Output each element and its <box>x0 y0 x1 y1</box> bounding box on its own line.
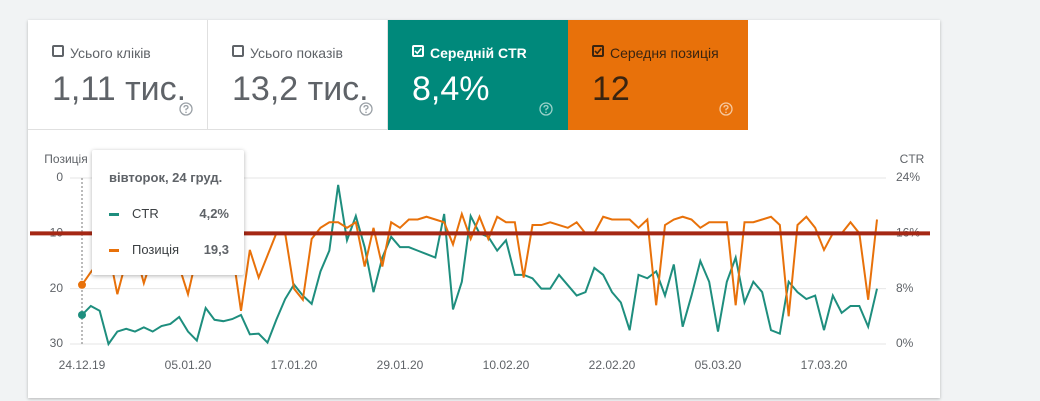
help-dot <box>725 111 727 114</box>
y-tick-label: 20 <box>50 281 64 295</box>
help-dot <box>545 111 547 114</box>
help <box>359 102 373 121</box>
metric-label: Середній CTR <box>430 45 527 61</box>
tooltip: вівторок, 24 груд. CTR 4,2% Позиція 19,3 <box>92 150 244 275</box>
hover-dot <box>78 280 86 289</box>
metric-value: 1,11 тис. <box>52 70 187 108</box>
check <box>414 48 422 55</box>
help-circle <box>539 102 553 116</box>
swatch <box>109 213 119 217</box>
metric-cards: Усього кліків 1,11 тис. Усього показів 13,2… <box>28 20 748 130</box>
y-axis-title: Позиція <box>44 152 87 166</box>
y-tick-label: 0 <box>56 170 63 184</box>
tooltip-row: CTR 4,2% <box>109 206 229 221</box>
help-icon <box>179 102 193 116</box>
help-icon <box>719 102 733 116</box>
tooltip-title: вівторок, 24 груд. <box>109 170 223 185</box>
x-tick-label: 17.03.20 <box>801 358 848 372</box>
x-tick-label: 24.12.19 <box>59 358 106 372</box>
help <box>719 102 733 121</box>
tooltip-value: 19,3 <box>203 242 229 257</box>
tooltip-row: Позиція 19,3 <box>109 242 229 257</box>
help-dot <box>365 111 367 114</box>
x-tick-label: 22.02.20 <box>589 358 636 372</box>
tooltip-name: CTR <box>132 206 159 221</box>
metric-card[interactable]: Усього кліків 1,11 тис. <box>28 20 208 130</box>
help-mark <box>183 104 189 111</box>
hover-dot <box>78 310 86 319</box>
x-tick-label: 10.02.20 <box>483 358 530 372</box>
help-mark <box>723 104 729 111</box>
tooltip-name: Позиція <box>132 242 180 257</box>
metric-card[interactable]: Усього показів 13,2 тис. <box>208 20 388 130</box>
tooltip-value: 4,2% <box>199 206 229 221</box>
metric-card[interactable]: Середня позиція 12 <box>568 20 748 130</box>
help-mark <box>543 104 549 111</box>
y2-axis-title: CTR <box>900 152 925 166</box>
checkbox <box>592 45 604 57</box>
help-icon <box>539 102 553 116</box>
check <box>594 48 602 55</box>
metric-value: 8,4% <box>412 70 490 108</box>
checkbox <box>412 45 424 57</box>
help-mark <box>363 104 369 111</box>
x-tick-label: 29.01.20 <box>377 358 424 372</box>
metric-card[interactable]: Середній CTR 8,4% <box>388 20 568 130</box>
metric-label: Середня позиція <box>610 45 719 61</box>
help <box>179 102 193 121</box>
y-tick-label: 30 <box>50 336 64 350</box>
help-icon <box>359 102 373 116</box>
y2-tick-label: 0% <box>896 336 914 350</box>
swatch <box>109 249 119 253</box>
help-circle <box>179 102 193 116</box>
metric-value: 13,2 тис. <box>232 70 369 108</box>
help-circle <box>359 102 373 116</box>
x-tick-label: 05.01.20 <box>165 358 212 372</box>
help-circle <box>719 102 733 116</box>
y2-tick-label: 24% <box>896 170 920 184</box>
checkbox <box>232 45 244 57</box>
help <box>539 102 553 121</box>
y2-tick-label: 8% <box>896 281 914 295</box>
metric-value: 12 <box>592 70 630 108</box>
x-tick-label: 05.03.20 <box>695 358 742 372</box>
metric-label: Усього кліків <box>70 45 151 61</box>
checkmark <box>594 48 602 55</box>
metric-label: Усього показів <box>250 45 343 61</box>
x-tick-label: 17.01.20 <box>271 358 318 372</box>
help-dot <box>185 111 187 114</box>
checkmark <box>414 48 422 55</box>
checkbox <box>52 45 64 57</box>
